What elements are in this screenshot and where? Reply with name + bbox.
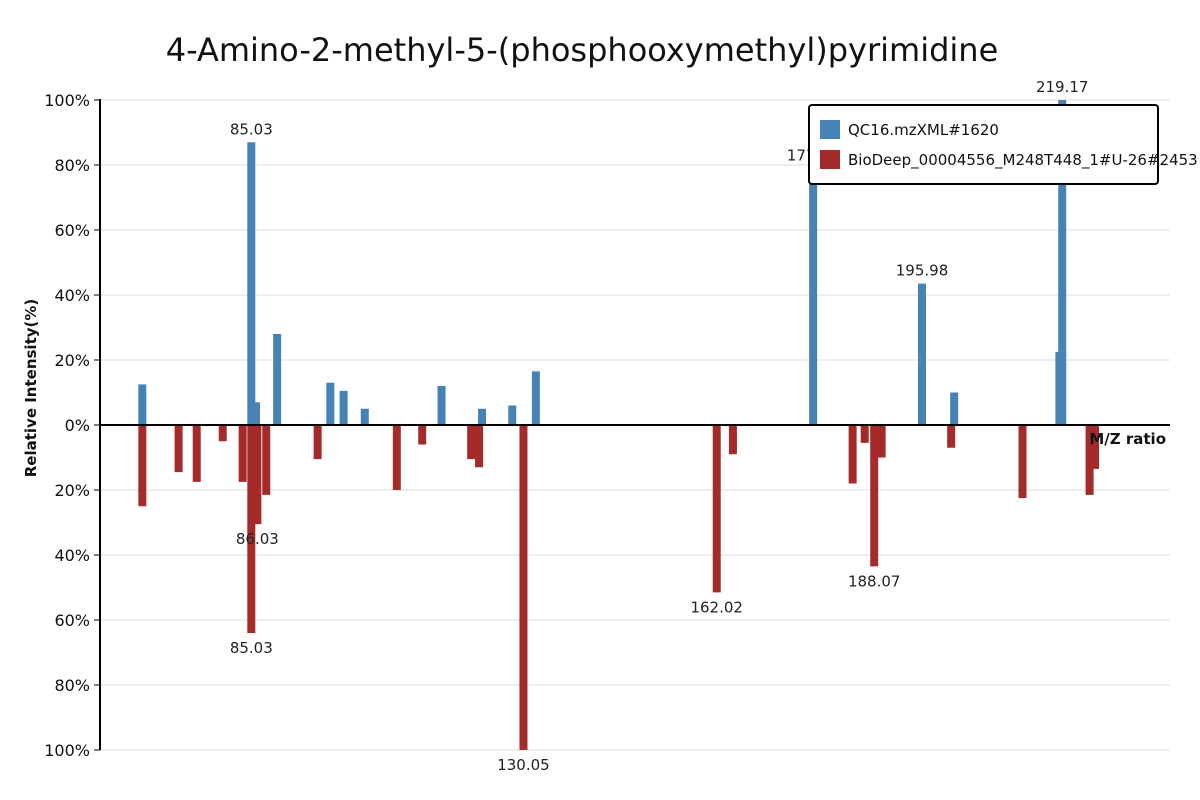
reference-peak-bar [360, 408, 369, 425]
peak-label: 219.17 [1036, 78, 1089, 96]
library-peak-bar [1091, 425, 1100, 469]
reference-peak-bar [138, 384, 147, 425]
library-peak-bar [877, 425, 886, 458]
reference-peak-bar [508, 405, 517, 425]
peak-label: 130.05 [497, 756, 550, 774]
legend-swatch-reference [820, 120, 840, 139]
y-tick-label: 40% [54, 286, 90, 305]
peak-labels: 85.03177.97195.98219.1786.0385.03130.051… [230, 78, 1089, 774]
peak-label: 86.03 [236, 530, 279, 548]
y-tick-label: 100% [44, 741, 90, 760]
chart-title: 4-Amino-2-methyl-5-(phosphooxymethyl)pyr… [166, 31, 999, 69]
reference-peak-bar [273, 334, 282, 425]
library-peak-bar [238, 425, 247, 482]
library-peak-bar [174, 425, 183, 473]
y-tick-label: 20% [54, 481, 90, 500]
y-tick-label: 80% [54, 156, 90, 175]
reference-peak-bar [437, 386, 446, 425]
library-peak-bar [1085, 425, 1094, 495]
peak-label: 162.02 [690, 598, 743, 616]
library-peak-bar [138, 425, 147, 507]
legend: QC16.mzXML#1620 BioDeep_00004556_M248T44… [808, 104, 1198, 185]
reference-peak-bar [251, 402, 260, 425]
library-peak-bar [1018, 425, 1027, 499]
y-axis-ticks: 100% 80% 60% 40% 20% 0% 20% 40% 60% 80% 100% [44, 91, 100, 760]
library-peak-bar [860, 425, 869, 443]
peak-label: 85.03 [230, 120, 273, 138]
library-peak-bar [247, 425, 256, 633]
reference-peak-bar [1058, 100, 1067, 425]
reference-peak-bar [918, 283, 927, 425]
y-tick-label: 80% [54, 676, 90, 695]
library-peak-bar [313, 425, 322, 460]
library-peak-bar [218, 425, 227, 442]
library-peak-bar [848, 425, 857, 484]
library-peak-bar [947, 425, 956, 448]
reference-peak-bar [339, 390, 348, 425]
peak-label: 85.03 [230, 639, 273, 657]
library-peak-bar [475, 425, 484, 468]
library-peak-bar [192, 425, 201, 482]
bars [138, 100, 1100, 750]
library-peak-bar [418, 425, 427, 445]
legend-swatch-library [820, 150, 840, 169]
y-tick-label: 60% [54, 221, 90, 240]
y-tick-label: 40% [54, 546, 90, 565]
peak-label: 188.07 [848, 572, 901, 590]
peak-label: 195.98 [896, 262, 949, 280]
library-peak-bar [467, 425, 476, 460]
library-peak-bar [392, 425, 401, 490]
library-peak-bar [519, 425, 528, 750]
y-axis-label: Relative Intensity(%) [22, 299, 40, 478]
reference-peak-bar [478, 408, 487, 425]
reference-peak-bar [950, 392, 959, 425]
y-tick-label: 100% [44, 91, 90, 110]
library-peak-bar [262, 425, 271, 495]
reference-peak-bar [809, 168, 818, 425]
library-peak-bar [870, 425, 879, 567]
legend-label-reference: QC16.mzXML#1620 [848, 121, 999, 139]
y-tick-label: 20% [54, 351, 90, 370]
reference-peak-bar [326, 382, 335, 425]
reference-peak-bar [531, 371, 540, 425]
library-peak-bar [712, 425, 721, 593]
y-tick-label: 0% [65, 416, 90, 435]
y-tick-label: 60% [54, 611, 90, 630]
library-peak-bar [728, 425, 737, 455]
legend-label-library: BioDeep_00004556_M248T448_1#U-26#2453 [848, 151, 1198, 170]
library-peak-bar [253, 425, 262, 525]
x-axis-label: M/Z ratio [1089, 430, 1166, 448]
reference-peak-bar [247, 142, 256, 425]
legend-box [808, 104, 1159, 185]
